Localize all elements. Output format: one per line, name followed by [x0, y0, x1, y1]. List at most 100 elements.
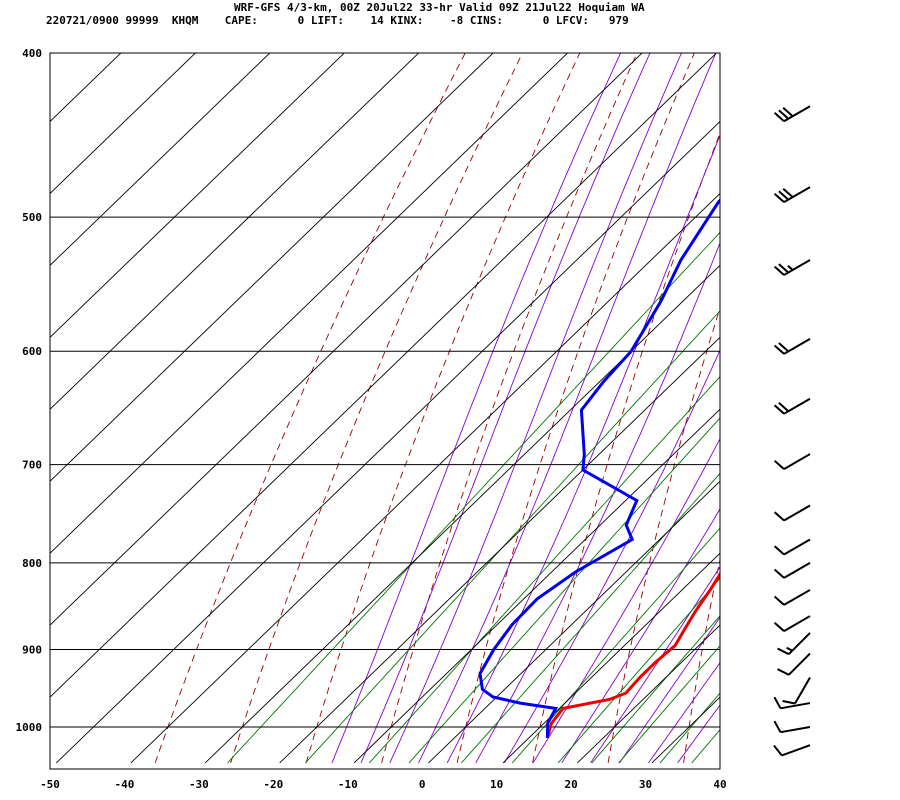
wind-barb: [773, 105, 811, 123]
wind-barb: [777, 632, 811, 656]
mixing-ratio-line: [618, 645, 720, 764]
isotherm-line: [353, 408, 720, 764]
y-tick-label: 900: [22, 643, 42, 656]
x-tick-label: 10: [490, 778, 503, 791]
wind-barb: [773, 453, 811, 470]
y-tick-label: 800: [22, 557, 42, 570]
moist-adiabat: [532, 437, 720, 764]
wind-barb: [773, 186, 811, 203]
x-tick-label: -40: [115, 778, 135, 791]
isotherm-line: [428, 480, 720, 764]
isotherm-line: [0, 15, 86, 763]
barb-staff: [780, 726, 811, 734]
mixing-ratio-line: [305, 310, 720, 764]
barb-flag: [778, 190, 789, 201]
barb-flag: [778, 342, 789, 353]
mixing-ratio-line: [557, 577, 720, 764]
isotherm-line: [50, 53, 643, 626]
barb-flag: [778, 109, 789, 120]
isotherm-line: [801, 15, 900, 763]
wind-barb: [773, 397, 811, 415]
y-tick-label: 700: [22, 459, 42, 472]
moist-adiabat: [590, 566, 720, 764]
y-tick-label: 1000: [16, 721, 43, 734]
isotherm-line: [875, 15, 900, 763]
barb-flag: [773, 621, 785, 632]
barb-staff: [783, 561, 811, 579]
barb-flag: [773, 344, 785, 355]
moist-adiabat: [360, 53, 651, 764]
isotherm-line: [50, 53, 718, 698]
barb-half-flag: [786, 646, 793, 652]
wind-barbs: [773, 105, 811, 757]
mixing-ratio-line: [591, 615, 720, 764]
isotherm-line: [50, 53, 569, 554]
moist-adiabat: [619, 616, 720, 764]
barb-staff: [783, 615, 811, 632]
wind-barb: [773, 504, 811, 522]
moist-adiabat: [418, 53, 717, 764]
dry-adiabat: [154, 53, 466, 764]
barb-staff: [783, 397, 811, 415]
x-tick-label: -30: [189, 778, 209, 791]
barb-flag: [773, 744, 783, 757]
isotherm-line: [50, 53, 420, 410]
mixing-ratio-line: [691, 729, 720, 764]
barb-flag: [782, 107, 794, 117]
barb-flag: [782, 187, 794, 198]
wind-barb: [782, 677, 811, 705]
isotherm-line: [279, 336, 720, 764]
mixing-ratio-line: [368, 376, 720, 764]
barb-flag: [773, 192, 785, 203]
wind-barb: [773, 744, 811, 757]
station-indices-line: 220721/0900 99999 KHQM CAPE: 0 LIFT: 14 …: [46, 14, 629, 27]
moist-adiabat: [446, 134, 720, 764]
barb-staff: [783, 589, 811, 606]
isotherm-line: [204, 264, 720, 764]
barb-flag: [773, 265, 785, 276]
wind-barb: [773, 561, 811, 579]
isotherm-line: [50, 53, 197, 195]
isotherm-line: [130, 192, 720, 764]
barb-flag: [773, 404, 785, 415]
wind-barb: [773, 720, 811, 734]
barb-flag: [773, 720, 782, 733]
moist-adiabat: [677, 704, 720, 764]
barb-staff: [783, 259, 811, 276]
sounding-traces: [478, 198, 720, 739]
barb-flag: [773, 696, 782, 709]
temperature-trace: [545, 571, 720, 739]
dry-adiabat: [456, 53, 695, 764]
barb-flag: [777, 647, 790, 656]
dry-adiabat: [381, 53, 638, 764]
isotherm-line: [726, 15, 900, 763]
isotherm-line: [577, 624, 720, 764]
isotherm-line: [502, 552, 720, 764]
barb-flag: [773, 511, 785, 522]
isotherm-line: [55, 120, 720, 764]
wind-barb: [773, 538, 811, 556]
y-tick-label: 500: [22, 211, 42, 224]
wind-barb: [773, 615, 811, 632]
barb-staff: [781, 744, 811, 757]
wind-barb: [777, 652, 811, 676]
y-tick-label: 600: [22, 345, 42, 358]
dry-adiabat: [230, 53, 524, 764]
dry-adiabat: [835, 44, 900, 763]
barb-staff: [794, 677, 811, 705]
moist-adiabat: [648, 661, 720, 764]
barb-flag: [773, 595, 785, 606]
isotherm-line: [50, 53, 494, 482]
dry-adiabat: [607, 306, 720, 763]
moist-adiabat: [331, 53, 622, 764]
wind-barb: [773, 338, 811, 355]
moist-adiabat: [389, 53, 682, 764]
barb-staff: [783, 186, 811, 203]
barb-flag: [773, 459, 785, 470]
barb-flag: [773, 112, 785, 122]
barb-staff: [783, 504, 811, 522]
barb-staff: [783, 538, 811, 556]
dry-adiabat: [683, 557, 720, 763]
dry-adiabat: [305, 53, 581, 764]
